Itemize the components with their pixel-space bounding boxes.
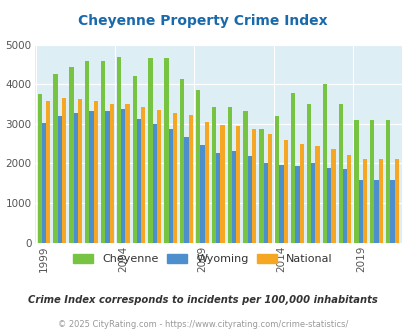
Bar	[310, 163, 315, 243]
Bar	[109, 104, 113, 243]
Bar	[141, 107, 145, 243]
Bar	[306, 104, 310, 243]
Bar	[394, 159, 398, 243]
Bar	[267, 134, 271, 243]
Bar	[53, 74, 58, 243]
Bar	[330, 149, 335, 243]
Bar	[231, 151, 236, 243]
Legend: Cheyenne, Wyoming, National: Cheyenne, Wyoming, National	[71, 252, 334, 267]
Bar	[346, 155, 350, 243]
Bar	[299, 144, 303, 243]
Text: Crime Index corresponds to incidents per 100,000 inhabitants: Crime Index corresponds to incidents per…	[28, 295, 377, 305]
Bar	[227, 107, 231, 243]
Bar	[152, 124, 157, 243]
Bar	[247, 156, 252, 243]
Bar	[362, 159, 366, 243]
Text: Cheyenne Property Crime Index: Cheyenne Property Crime Index	[78, 15, 327, 28]
Bar	[290, 93, 294, 243]
Bar	[188, 115, 192, 243]
Bar	[85, 61, 89, 243]
Bar	[148, 58, 152, 243]
Bar	[259, 129, 263, 243]
Bar	[101, 61, 105, 243]
Bar	[283, 140, 287, 243]
Bar	[180, 79, 184, 243]
Bar	[164, 58, 168, 243]
Bar	[196, 90, 200, 243]
Bar	[105, 111, 109, 243]
Bar	[338, 104, 342, 243]
Bar	[326, 169, 330, 243]
Bar	[38, 94, 42, 243]
Bar	[132, 76, 136, 243]
Bar	[279, 165, 283, 243]
Bar	[78, 99, 82, 243]
Bar	[136, 119, 141, 243]
Bar	[184, 137, 188, 243]
Bar	[354, 120, 358, 243]
Bar	[220, 125, 224, 243]
Bar	[62, 98, 66, 243]
Bar	[173, 114, 177, 243]
Bar	[58, 116, 62, 243]
Bar	[358, 180, 362, 243]
Bar	[69, 67, 73, 243]
Bar	[385, 120, 389, 243]
Text: © 2025 CityRating.com - https://www.cityrating.com/crime-statistics/: © 2025 CityRating.com - https://www.city…	[58, 319, 347, 329]
Bar	[204, 122, 208, 243]
Bar	[117, 57, 121, 243]
Bar	[46, 101, 50, 243]
Bar	[263, 163, 267, 243]
Bar	[294, 166, 299, 243]
Bar	[168, 128, 173, 243]
Bar	[200, 145, 204, 243]
Bar	[243, 111, 247, 243]
Bar	[125, 104, 129, 243]
Bar	[73, 113, 78, 243]
Bar	[275, 116, 279, 243]
Bar	[389, 180, 394, 243]
Bar	[89, 111, 94, 243]
Bar	[211, 107, 215, 243]
Bar	[322, 84, 326, 243]
Bar	[42, 123, 46, 243]
Bar	[378, 159, 382, 243]
Bar	[236, 126, 240, 243]
Bar	[157, 110, 161, 243]
Bar	[342, 169, 346, 243]
Bar	[373, 180, 378, 243]
Bar	[252, 129, 256, 243]
Bar	[369, 120, 373, 243]
Bar	[215, 153, 220, 243]
Bar	[94, 101, 98, 243]
Bar	[121, 109, 125, 243]
Bar	[315, 146, 319, 243]
